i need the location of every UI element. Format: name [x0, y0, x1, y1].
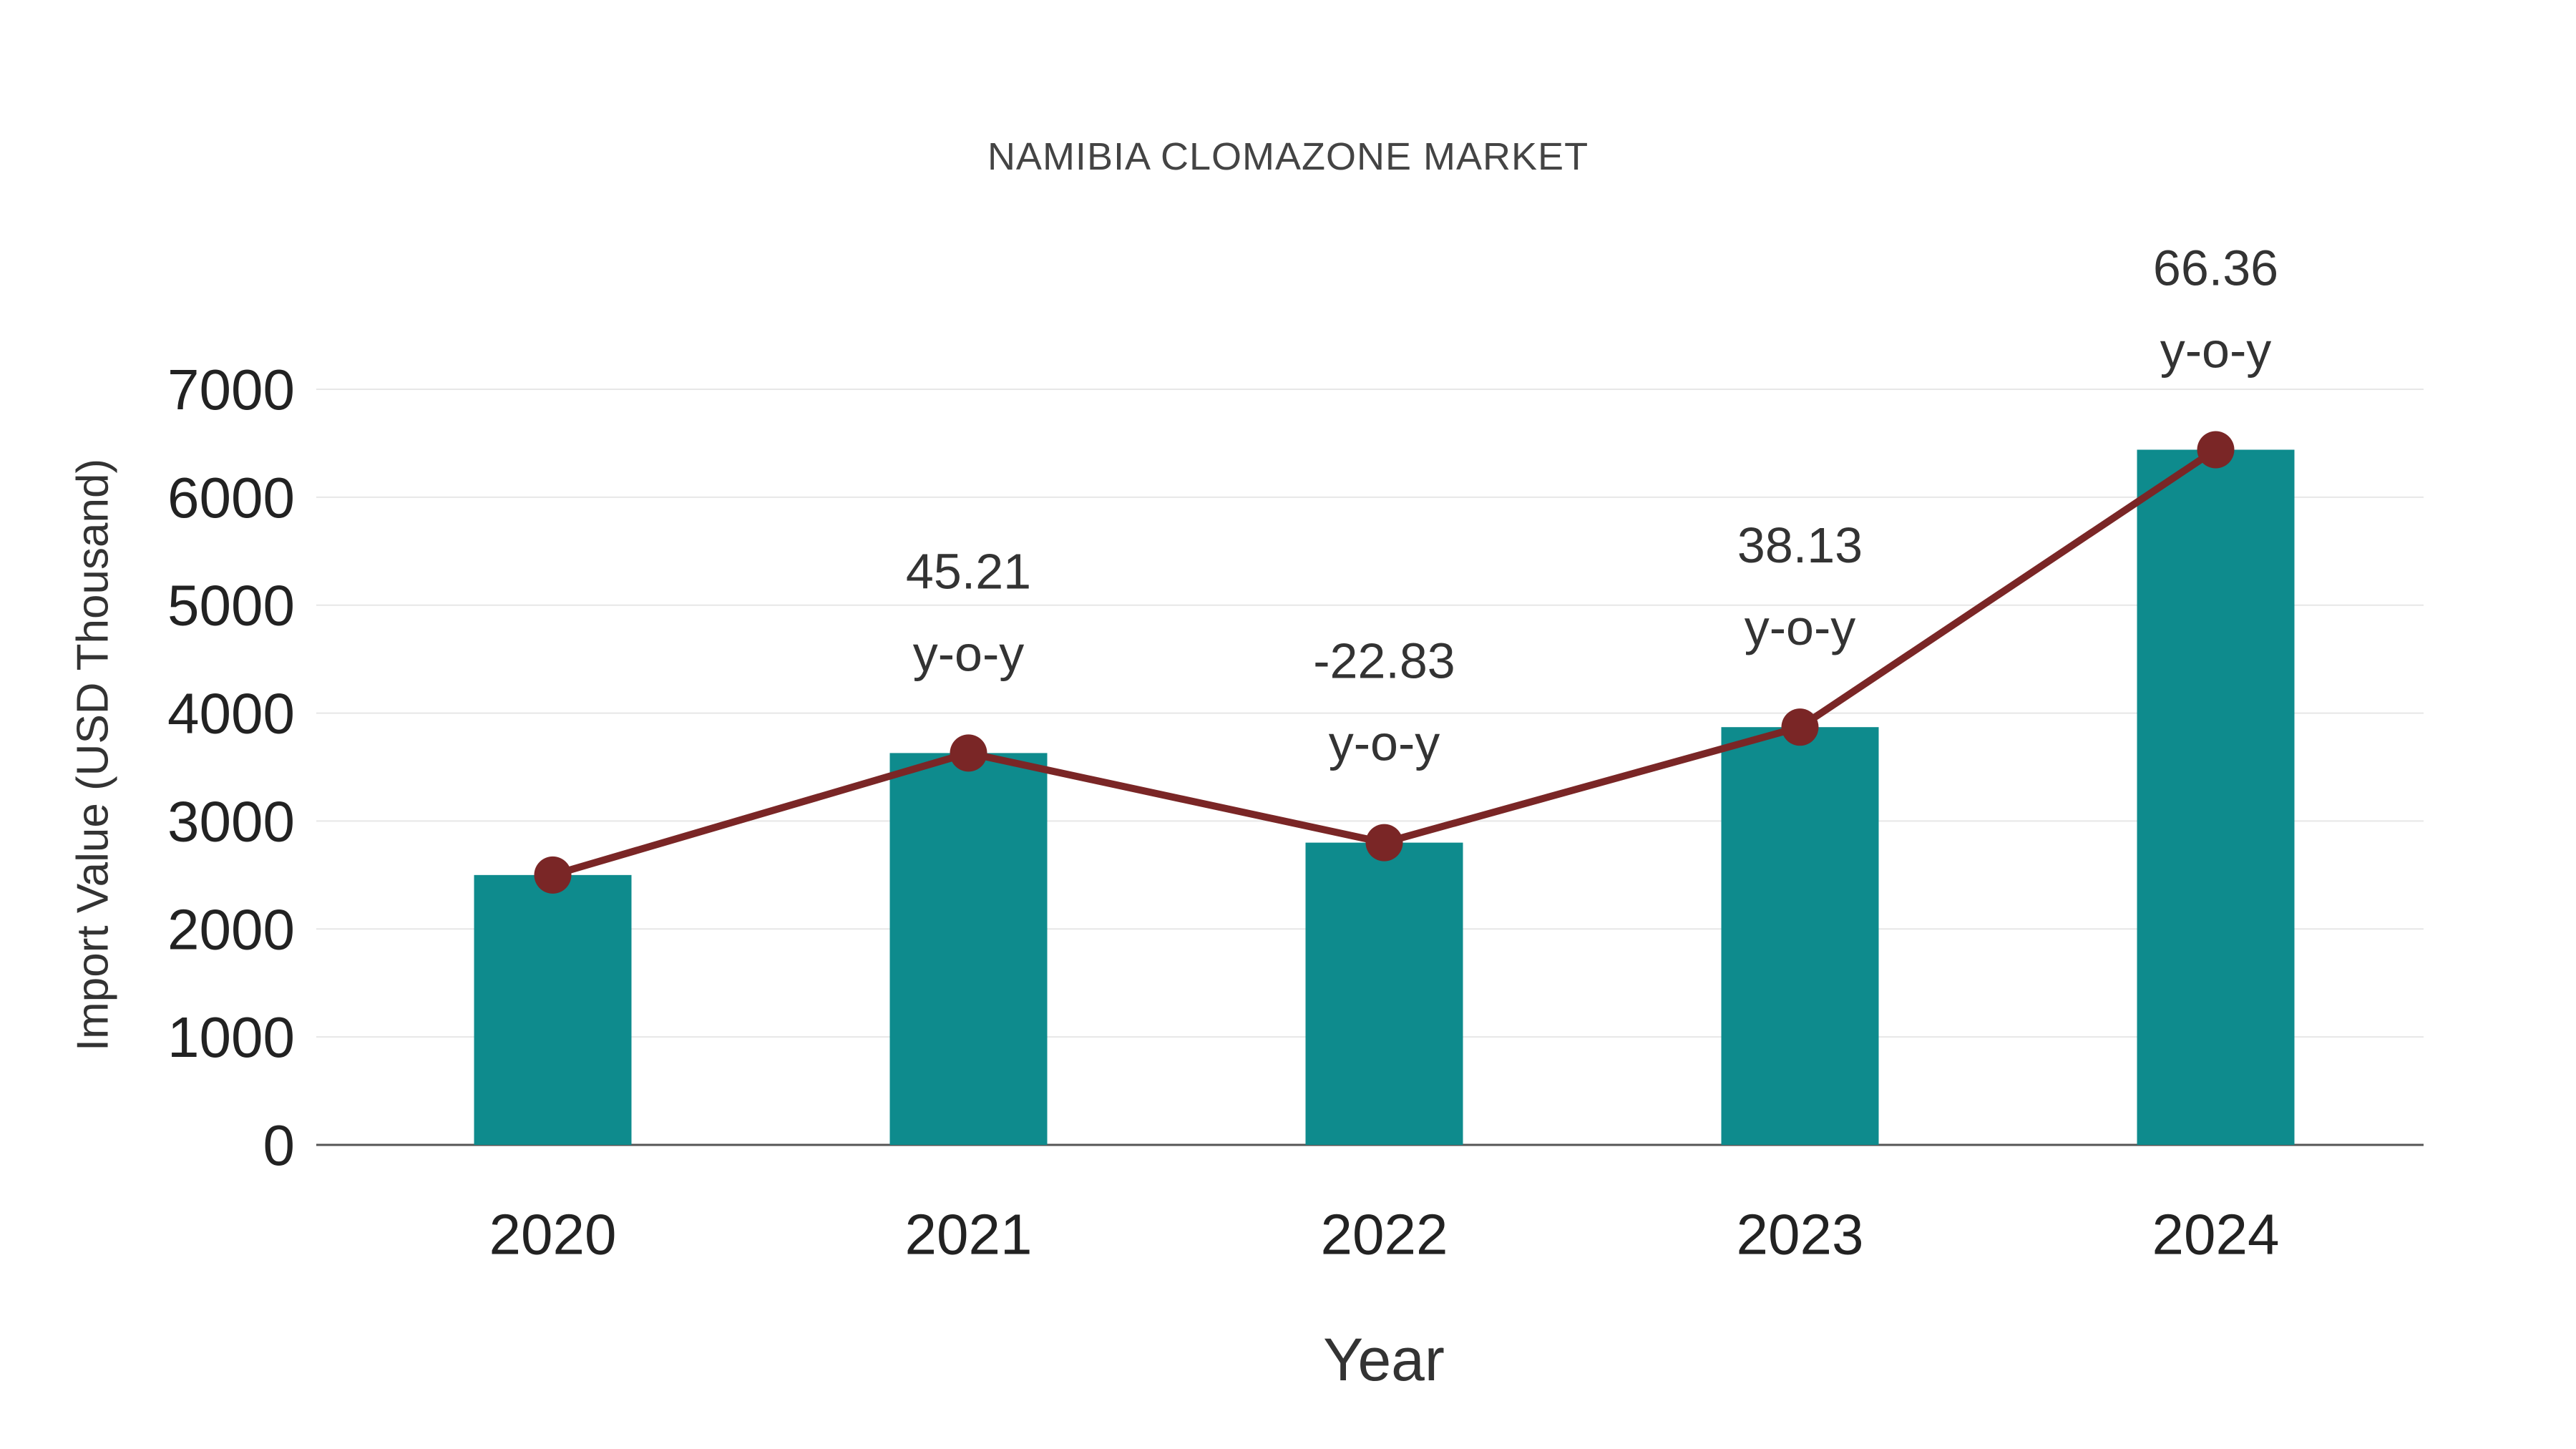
trend-marker-2024: [2197, 431, 2235, 469]
trend-marker-2022: [1365, 824, 1403, 862]
x-tick-label-2023: 2023: [1737, 1203, 1864, 1267]
trend-marker-2020: [534, 856, 572, 894]
y-tick-label: 6000: [167, 466, 295, 530]
x-axis-title: Year: [1323, 1326, 1445, 1393]
trend-marker-2021: [950, 734, 987, 772]
x-tick-label-2022: 2022: [1321, 1203, 1448, 1267]
annotation-value-2024: 66.36: [2153, 240, 2278, 296]
bar-2020: [474, 874, 632, 1145]
y-tick-label: 0: [263, 1113, 296, 1177]
annotation-value-2022: -22.83: [1313, 633, 1455, 689]
y-tick-label: 2000: [167, 897, 295, 961]
bar-2024: [2137, 449, 2295, 1145]
annotation-suffix-2024: y-o-y: [2160, 322, 2272, 378]
annotation-suffix-2023: y-o-y: [1745, 600, 1856, 655]
bar-2023: [1721, 727, 1879, 1145]
y-tick-label: 3000: [167, 789, 295, 853]
y-tick-label: 1000: [167, 1005, 295, 1069]
trend-marker-2023: [1781, 708, 1819, 746]
annotation-value-2021: 45.21: [906, 543, 1031, 599]
bar-2021: [889, 753, 1048, 1145]
y-tick-label: 5000: [167, 574, 295, 638]
chart-title: NAMIBIA CLOMAZONE MARKET: [987, 135, 1589, 178]
annotation-suffix-2022: y-o-y: [1329, 716, 1440, 771]
y-tick-label: 7000: [167, 358, 295, 421]
x-tick-label-2020: 2020: [489, 1203, 617, 1267]
y-tick-label: 4000: [167, 682, 295, 746]
bar-2022: [1305, 842, 1463, 1145]
annotation-value-2023: 38.13: [1737, 517, 1863, 573]
x-tick-label-2021: 2021: [905, 1203, 1033, 1267]
x-tick-label-2024: 2024: [2152, 1203, 2280, 1267]
annotation-suffix-2021: y-o-y: [913, 625, 1025, 681]
